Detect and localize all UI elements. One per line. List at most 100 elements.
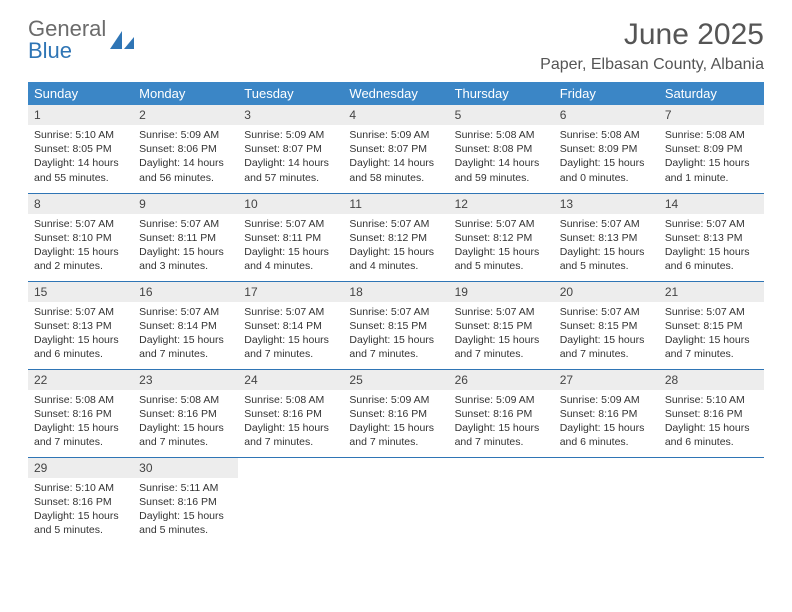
- sunrise-line: Sunrise: 5:07 AM: [34, 217, 127, 231]
- day-number: 18: [343, 282, 448, 302]
- sunset-line: Sunset: 8:06 PM: [139, 142, 232, 156]
- sunset-line: Sunset: 8:16 PM: [139, 495, 232, 509]
- day-number: 21: [659, 282, 764, 302]
- daylight-line: Daylight: 15 hours and 7 minutes.: [349, 421, 442, 449]
- logo-text-blue: Blue: [28, 40, 106, 62]
- daylight-line: Daylight: 15 hours and 7 minutes.: [139, 421, 232, 449]
- sunset-line: Sunset: 8:07 PM: [349, 142, 442, 156]
- day-number: 9: [133, 194, 238, 214]
- daylight-line: Daylight: 15 hours and 7 minutes.: [244, 421, 337, 449]
- day-number: 27: [554, 370, 659, 390]
- day-number: 30: [133, 458, 238, 478]
- calendar-day-cell: 6Sunrise: 5:08 AMSunset: 8:09 PMDaylight…: [554, 105, 659, 193]
- day-content: Sunrise: 5:09 AMSunset: 8:16 PMDaylight:…: [343, 390, 448, 454]
- day-content: Sunrise: 5:07 AMSunset: 8:10 PMDaylight:…: [28, 214, 133, 278]
- calendar-week-row: 22Sunrise: 5:08 AMSunset: 8:16 PMDayligh…: [28, 369, 764, 457]
- day-number: 19: [449, 282, 554, 302]
- sunset-line: Sunset: 8:11 PM: [244, 231, 337, 245]
- daylight-line: Daylight: 15 hours and 6 minutes.: [665, 421, 758, 449]
- sunrise-line: Sunrise: 5:08 AM: [34, 393, 127, 407]
- sunset-line: Sunset: 8:16 PM: [34, 407, 127, 421]
- day-number: 3: [238, 105, 343, 125]
- calendar-week-row: 29 Sunrise: 5:10 AM Sunset: 8:16 PMDayligh…: [28, 457, 764, 545]
- day-number: 25: [343, 370, 448, 390]
- header: General Blue June 2025 Paper, Elbasan Co…: [28, 18, 764, 74]
- sunset-line: Sunset: 8:07 PM: [244, 142, 337, 156]
- day-number: 20: [554, 282, 659, 302]
- daylight-line: Daylight: 15 hours and 0 minutes.: [560, 156, 653, 184]
- day-number: 26: [449, 370, 554, 390]
- day-number: 1: [28, 105, 133, 125]
- sunrise-line: Sunrise: 5:07 AM: [665, 217, 758, 231]
- daylight-line: Daylight: 14 hours and 59 minutes.: [455, 156, 548, 184]
- sunrise-line: Sunrise: 5:11 AM: [139, 481, 232, 495]
- day-content: Sunrise: 5:08 AMSunset: 8:09 PMDaylight:…: [554, 125, 659, 189]
- weekday-header: Friday: [554, 82, 659, 105]
- calendar-day-cell: 30Sunrise: 5:11 AMSunset: 8:16 PMDayligh…: [133, 457, 238, 545]
- daylight-line: Daylight: 14 hours and 58 minutes.: [349, 156, 442, 184]
- calendar-day-cell: 12Sunrise: 5:07 AMSunset: 8:12 PMDayligh…: [449, 193, 554, 281]
- day-number: 10: [238, 194, 343, 214]
- sunrise-line: Sunrise: 5:07 AM: [139, 305, 232, 319]
- day-number: 5: [449, 105, 554, 125]
- calendar-day-cell: 10Sunrise: 5:07 AMSunset: 8:11 PMDayligh…: [238, 193, 343, 281]
- sunrise-line: Sunrise: 5:07 AM: [455, 305, 548, 319]
- calendar-week-row: 15Sunrise: 5:07 AMSunset: 8:13 PMDayligh…: [28, 281, 764, 369]
- daylight-line: Daylight: 15 hours and 5 minutes.: [139, 509, 232, 537]
- sunrise-line: Sunrise: 5:07 AM: [349, 305, 442, 319]
- sunrise-line: Sunrise: 5:08 AM: [455, 128, 548, 142]
- day-number: 16: [133, 282, 238, 302]
- calendar-day-cell: 28Sunrise: 5:10 AMSunset: 8:16 PMDayligh…: [659, 369, 764, 457]
- calendar-day-cell: 14Sunrise: 5:07 AMSunset: 8:13 PMDayligh…: [659, 193, 764, 281]
- calendar-day-cell: 4Sunrise: 5:09 AMSunset: 8:07 PMDaylight…: [343, 105, 448, 193]
- sunrise-line: Sunrise: 5:09 AM: [560, 393, 653, 407]
- sunrise-line: Sunrise: 5:09 AM: [244, 128, 337, 142]
- day-content: Sunrise: 5:08 AMSunset: 8:16 PMDaylight:…: [28, 390, 133, 454]
- daylight-line: Daylight: 15 hours and 7 minutes.: [560, 333, 653, 361]
- sunrise-line: Sunrise: 5:07 AM: [139, 217, 232, 231]
- weekday-header: Tuesday: [238, 82, 343, 105]
- day-number: 29: [28, 458, 133, 478]
- sunrise-line: Sunrise: 5:07 AM: [244, 305, 337, 319]
- calendar-day-cell: 1Sunrise: 5:10 AMSunset: 8:05 PMDaylight…: [28, 105, 133, 193]
- day-number: 13: [554, 194, 659, 214]
- sunrise-line: Sunrise: 5:08 AM: [560, 128, 653, 142]
- day-content: Sunrise: 5:09 AMSunset: 8:16 PMDaylight:…: [554, 390, 659, 454]
- sunset-line: Sunset: 8:12 PM: [349, 231, 442, 245]
- calendar-day-cell: 19Sunrise: 5:07 AMSunset: 8:15 PMDayligh…: [449, 281, 554, 369]
- calendar-day-cell: 22Sunrise: 5:08 AMSunset: 8:16 PMDayligh…: [28, 369, 133, 457]
- sunset-line: Sunset: 8:16 PM: [455, 407, 548, 421]
- day-content: Sunrise: 5:07 AMSunset: 8:15 PMDaylight:…: [449, 302, 554, 366]
- day-content: Sunrise: 5:07 AMSunset: 8:11 PMDaylight:…: [238, 214, 343, 278]
- daylight-line: Daylight: 15 hours and 4 minutes.: [349, 245, 442, 273]
- sunset-line: Sunset: 8:13 PM: [34, 319, 127, 333]
- daylight-line: Daylight: 14 hours and 55 minutes.: [34, 156, 127, 184]
- sunset-line: Sunset: 8:15 PM: [455, 319, 548, 333]
- day-content: Sunrise: 5:11 AMSunset: 8:16 PMDaylight:…: [133, 478, 238, 542]
- sunrise-line: Sunrise: 5:07 AM: [349, 217, 442, 231]
- day-content: Sunrise: 5:07 AMSunset: 8:15 PMDaylight:…: [343, 302, 448, 366]
- daylight-line: Daylight: 15 hours and 7 minutes.: [139, 333, 232, 361]
- sunrise-line: Sunrise: 5:10 AM: [665, 393, 758, 407]
- sunset-line: Sunset: 8:16 PM: [244, 407, 337, 421]
- calendar-day-cell: 20Sunrise: 5:07 AMSunset: 8:15 PMDayligh…: [554, 281, 659, 369]
- sunrise-line: Sunrise: 5:08 AM: [139, 393, 232, 407]
- weekday-header: Sunday: [28, 82, 133, 105]
- weekday-header: Thursday: [449, 82, 554, 105]
- weekday-header: Monday: [133, 82, 238, 105]
- daylight-line: Daylight: 15 hours and 5 minutes.: [560, 245, 653, 273]
- sunset-line: Sunset: 8:16 PM: [139, 407, 232, 421]
- day-content: Sunrise: 5:07 AMSunset: 8:13 PMDaylight:…: [659, 214, 764, 278]
- calendar-day-cell: 23Sunrise: 5:08 AMSunset: 8:16 PMDayligh…: [133, 369, 238, 457]
- day-number: 2: [133, 105, 238, 125]
- calendar-day-cell: 13Sunrise: 5:07 AMSunset: 8:13 PMDayligh…: [554, 193, 659, 281]
- calendar-day-cell: 7Sunrise: 5:08 AMSunset: 8:09 PMDaylight…: [659, 105, 764, 193]
- sunset-line: Sunset: 8:12 PM: [455, 231, 548, 245]
- sunset-line: Sunset: 8:16 PM: [665, 407, 758, 421]
- calendar-day-cell: [659, 457, 764, 545]
- sunrise-line: Sunrise: 5:09 AM: [455, 393, 548, 407]
- sunset-line: Sunset: 8:15 PM: [349, 319, 442, 333]
- sunset-line: Sunset: 8:16 PM: [560, 407, 653, 421]
- day-content: Sunrise: 5:07 AMSunset: 8:13 PMDaylight:…: [554, 214, 659, 278]
- sunrise-line: Sunrise: 5:10 AM: [34, 481, 127, 495]
